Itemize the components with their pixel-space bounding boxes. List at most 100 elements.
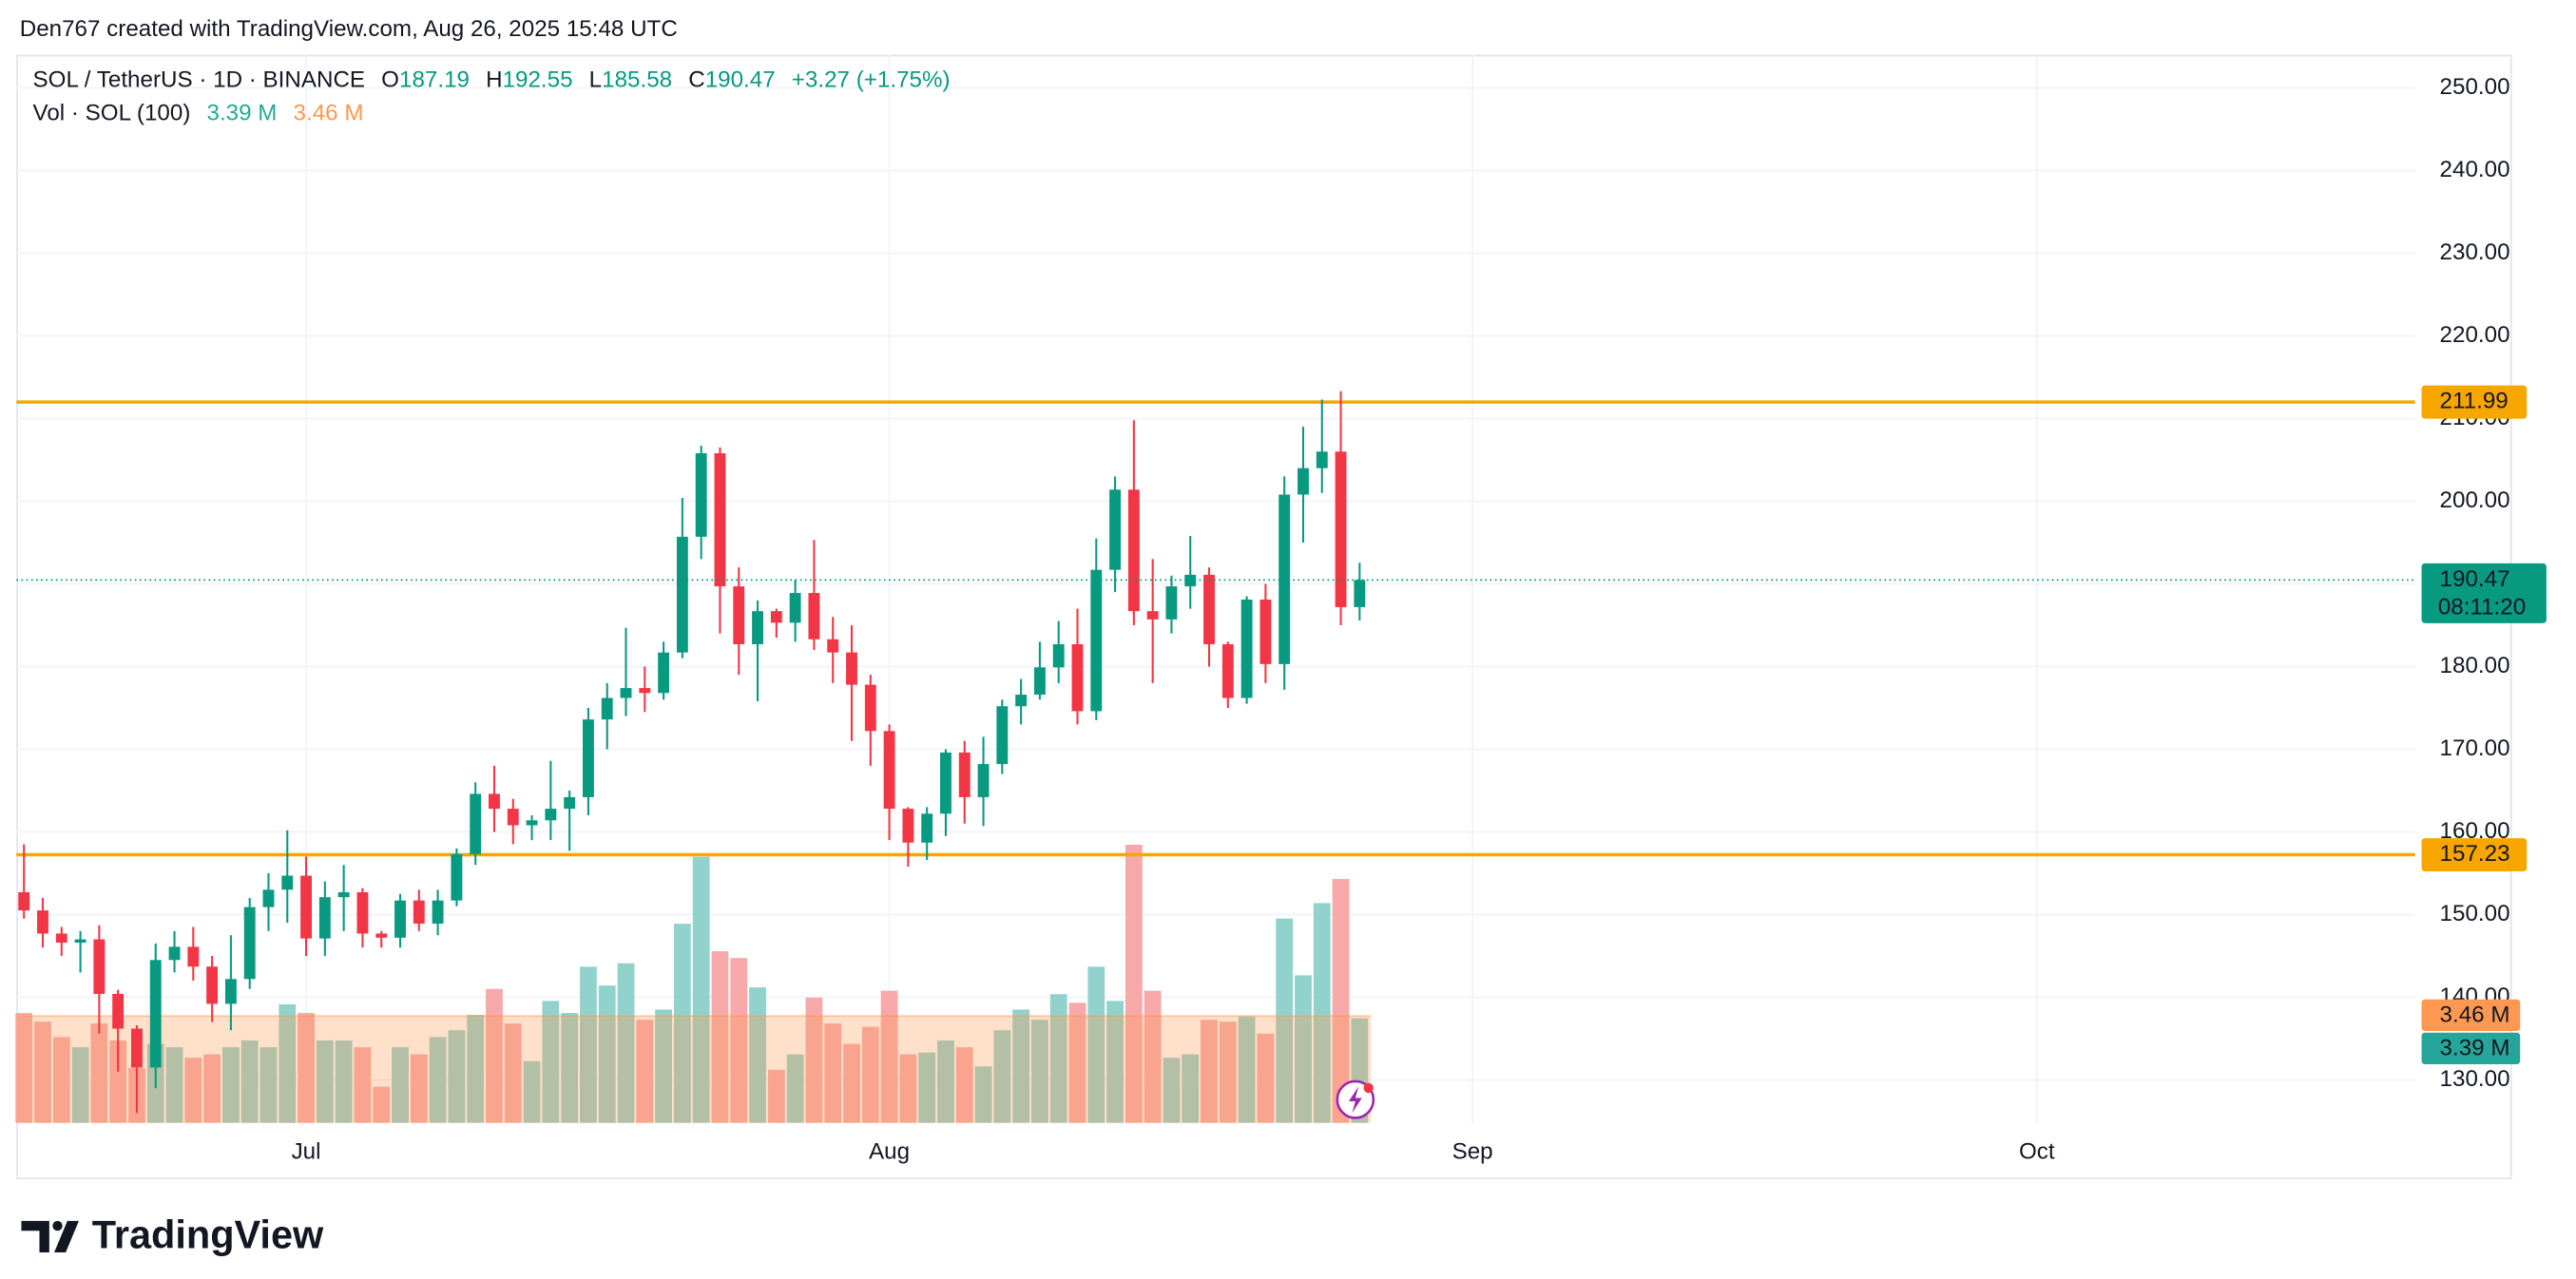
candle-body [243,907,256,980]
volume-bar [165,1047,183,1123]
volume-bar [410,1054,428,1123]
volume-bar [448,1030,466,1123]
candle-body [375,933,388,938]
volume-ma-badge [2421,999,2521,1032]
volume-bar [749,987,766,1123]
candle-body [1335,451,1347,607]
volume-bar [542,1001,560,1123]
candle-body [714,453,726,587]
volume-bar [692,856,710,1123]
level-badge-label: 211.99 [2440,388,2509,413]
volume-bar [34,1021,51,1123]
candle-body [1071,643,1084,712]
volume-ma-area [16,1016,1372,1123]
volume-last-badge [2421,1032,2521,1064]
volume-bar [767,1069,785,1123]
volume-bar [974,1066,992,1123]
volume-bar [861,1026,879,1123]
volume-bar [467,1014,485,1123]
volume-bar [617,963,635,1123]
x-tick-label: Jul [292,1138,321,1164]
price-badge-label: 190.47 [2440,566,2510,592]
candle-body [676,536,688,653]
ohlc-label: H [486,67,502,93]
candle-body [262,889,275,907]
volume-bar [805,997,823,1123]
volume-bar [392,1047,409,1123]
x-tick-label: Sep [1452,1138,1493,1164]
volume-bar [673,924,691,1123]
y-tick-label: 220.00 [2440,322,2510,348]
candle-body [733,586,745,644]
candle-body [752,611,763,644]
candle-body [489,793,500,810]
volume-bar [354,1047,372,1123]
price-pane [16,391,2415,1114]
volume-bar [711,951,729,1123]
ohlc-value: 190.47 [705,67,776,93]
volume-bar [316,1040,334,1123]
x-tick-label: Oct [2019,1138,2055,1164]
candle-body [394,900,406,938]
candle-body [1316,451,1328,468]
candle-body [940,752,952,814]
event-icon[interactable] [1336,1079,1375,1119]
candle-body [526,820,538,826]
candle-body [74,939,87,944]
volume-bar [504,1023,522,1123]
candle-body [977,764,990,797]
candle-body [770,611,782,623]
candle-body [1298,468,1309,495]
volume-bar [279,1003,297,1123]
y-tick-label: 250.00 [2440,74,2510,100]
volume-bar [1332,879,1350,1123]
candle-body [564,796,576,810]
volume-bar [1068,1002,1086,1123]
volume-bar [1087,966,1105,1123]
volume-bar [1257,1033,1275,1123]
change: +3.27 (+1.75%) [792,67,951,93]
candle-body [1052,643,1065,668]
volume-bar [1031,1020,1048,1123]
axes: 130.00140.00150.00160.00170.00180.00190.… [292,74,2547,1165]
candle-body [921,813,933,843]
y-tick-label: 240.00 [2440,157,2510,182]
candle-body [507,809,519,826]
volume-bar [786,1054,804,1123]
candle-body [432,900,444,925]
candle-body [37,910,48,934]
candle-body [300,875,313,939]
candle-body [846,652,857,685]
candle-body [996,706,1009,765]
event-bolt [1348,1086,1362,1114]
volume-bar [880,990,898,1123]
volume-bar [1295,975,1312,1123]
candle-body [1015,695,1028,707]
ohlc-value: 192.55 [503,67,573,93]
volume-last-badge-label: 3.39 M [2440,1036,2510,1061]
candle-body [451,853,463,901]
y-tick-label: 170.00 [2440,735,2510,761]
y-tick-label: 230.00 [2440,239,2510,265]
volume-bar [373,1086,391,1123]
volume-bar [1182,1054,1200,1123]
volume-bar [109,1040,127,1123]
candle-body [827,639,839,653]
volume-bar [993,1030,1011,1123]
legend-volume: Vol · SOL (100) 3.39 M 3.46 M [33,101,364,126]
volume-pane [15,844,1372,1123]
volume-bar [843,1043,860,1123]
candle-body [1221,643,1234,698]
volume-bar [1219,1021,1237,1123]
volume-bar [486,988,503,1123]
volume-bar [90,1023,108,1123]
candle-body [413,900,425,925]
logo-mark [21,1220,79,1253]
volume-bar [71,1047,89,1123]
caption: Den767 created with TradingView.com, Aug… [20,16,678,42]
price-badge [2421,563,2547,623]
candle-body [131,1028,143,1068]
candle-body [601,697,613,720]
logo-dot [52,1220,63,1231]
volume-bar [899,1054,917,1123]
